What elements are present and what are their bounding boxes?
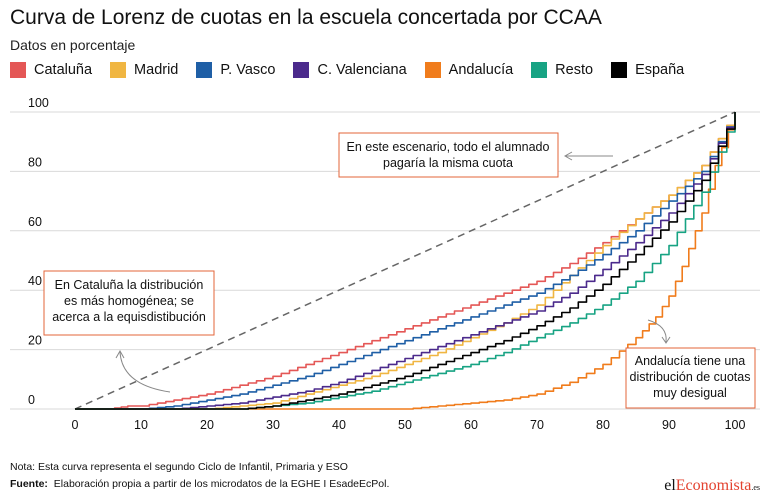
y-tick-label: 0: [28, 393, 35, 407]
series-line-c-valenciana: [75, 112, 736, 410]
annotation-and-line3: muy desigual: [653, 386, 727, 400]
legend-swatch: [531, 62, 548, 78]
x-tick-label: 50: [398, 418, 412, 432]
x-tick-label: 30: [266, 418, 280, 432]
legend-label: Resto: [555, 62, 594, 78]
x-tick-label: 90: [662, 418, 676, 432]
legend-item: P. Vasco: [196, 62, 275, 78]
annotation-cat-line2: es más homogénea; se: [64, 294, 194, 308]
x-tick-label: 20: [200, 418, 214, 432]
source-text: Elaboración propia a partir de los micro…: [53, 478, 390, 490]
legend: Cataluña Madrid P. Vasco C. Valenciana Andal…: [10, 62, 702, 78]
x-tick-label: 40: [332, 418, 346, 432]
legend-label: P. Vasco: [220, 62, 276, 78]
arrowhead-andalucia: [661, 336, 671, 344]
x-tick-label: 100: [725, 418, 746, 432]
x-tick-label: 70: [530, 418, 544, 432]
legend-swatch: [611, 62, 628, 78]
legend-item: España: [611, 62, 684, 78]
source-label: Fuente:: [10, 478, 48, 490]
arrow-andalucia: [647, 319, 667, 343]
legend-label: Cataluña: [34, 62, 93, 78]
x-tick-label: 80: [596, 418, 610, 432]
legend-item: C. Valenciana: [293, 62, 407, 78]
source-line: Fuente: Elaboración propia a partir de l…: [10, 478, 389, 490]
y-tick-label: 80: [28, 155, 42, 169]
legend-label: Andalucía: [448, 62, 514, 78]
y-tick-label: 60: [28, 215, 42, 229]
legend-item: Resto: [531, 62, 593, 78]
annotation-and-line2: distribución de cuotas: [630, 370, 751, 384]
legend-item: Andalucía: [424, 62, 514, 78]
chart-subtitle: Datos en porcentaje: [10, 37, 136, 53]
annotation-box-cataluna: [43, 270, 215, 336]
legend-item: Cataluña: [10, 62, 92, 78]
x-tick-label: 10: [134, 418, 148, 432]
equality-line: [74, 111, 736, 410]
series-line-madrid: [75, 112, 736, 410]
x-tick-label: 60: [464, 418, 478, 432]
legend-label: Madrid: [134, 62, 179, 78]
annotation-box-andalucia: [625, 347, 756, 409]
legend-swatch: [424, 62, 441, 78]
brand-logo: elEconomista.es: [664, 477, 760, 494]
annotation-cat-line1: En Cataluña la distribución: [55, 278, 204, 292]
legend-swatch: [110, 62, 127, 78]
chart-title: Curva de Lorenz de cuotas en la escuela …: [10, 6, 602, 29]
arrowhead-cataluna: [115, 349, 125, 359]
y-tick-label: 40: [28, 274, 42, 288]
legend-label: C. Valenciana: [317, 62, 407, 78]
y-tick-label: 20: [28, 334, 42, 348]
arrowhead-equality: [563, 151, 573, 161]
series-line-p-vasco: [75, 112, 736, 410]
annotation-equality-line1: En este escenario, todo el alumnado: [347, 140, 550, 154]
x-tick-label: 0: [72, 418, 79, 432]
legend-label: España: [635, 62, 685, 78]
arrow-cataluna: [119, 351, 171, 393]
legend-item: Madrid: [110, 62, 178, 78]
legend-swatch: [196, 62, 213, 78]
annotation-cat-line3: acerca a la equisdistibución: [52, 310, 206, 324]
annotation-equality-line2: pagaría la misma cuota: [383, 156, 513, 170]
y-tick-label: 100: [28, 96, 49, 110]
annotation-box-equality: [338, 132, 559, 178]
legend-swatch: [293, 62, 310, 78]
legend-swatch: [10, 62, 26, 78]
annotation-and-line1: Andalucía tiene una: [635, 354, 746, 368]
series-line-espa-a: [75, 112, 736, 410]
footnote: Nota: Esta curva representa el segundo C…: [10, 461, 348, 473]
